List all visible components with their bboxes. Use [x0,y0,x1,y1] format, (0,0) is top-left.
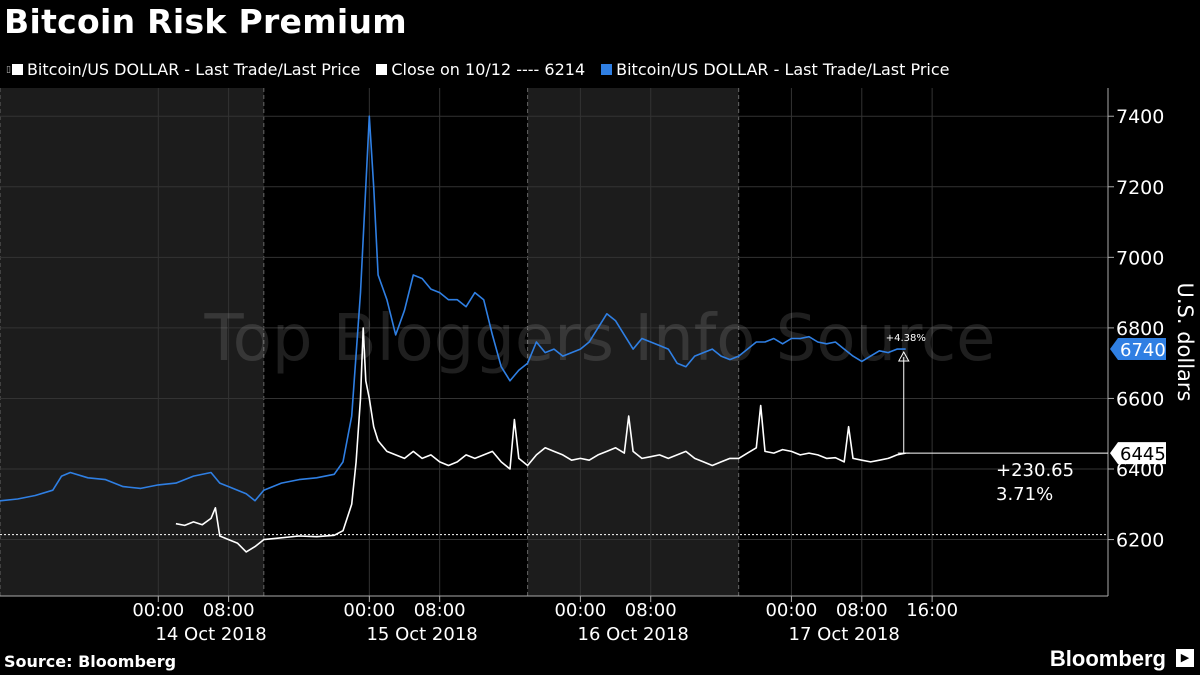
legend-item-close: Close on 10/12 ---- 6214 [376,60,585,79]
x-date-label: 17 Oct 2018 [789,624,900,645]
shaded-band [0,88,264,596]
white-price-line [175,327,906,553]
change-relative-label: 3.71% [996,484,1053,505]
x-tick-label: 00:00 [343,600,395,621]
x-tick-label: 00:00 [132,600,184,621]
legend-swatch [601,64,613,75]
legend-label: Bitcoin/US DOLLAR - Last Trade/Last Pric… [26,60,361,79]
legend-item-blue-price: Bitcoin/US DOLLAR - Last Trade/Last Pric… [601,60,950,79]
legend-swatch [376,64,388,75]
change-percent-label: +4.38% [886,333,926,344]
change-arrow-icon [897,351,910,362]
y-tick-label: 7400 [1116,106,1164,128]
x-tick-label: 08:00 [836,600,888,621]
x-date-label: 16 Oct 2018 [578,624,689,645]
x-tick-label: 00:00 [554,600,606,621]
y-tick-label: 7000 [1116,247,1164,269]
last-value-label-blue: 6740 [1120,340,1166,361]
legend-label: Close on 10/12 ---- 6214 [391,60,586,79]
chart-title: Bitcoin Risk Premium [4,2,407,41]
watermark-text: Top Bloggers Info Source [203,302,995,376]
y-tick-label: 6600 [1116,388,1164,410]
y-tick-label: 7200 [1116,177,1164,199]
x-tick-label: 08:00 [625,600,677,621]
x-tick-label: 08:00 [203,600,255,621]
x-tick-label: 00:00 [765,600,817,621]
y-tick-label: 6800 [1116,318,1164,340]
change-absolute-label: +230.65 [996,460,1074,481]
small-box-icon: ▯ [6,64,11,75]
x-tick-label: 16:00 [906,600,958,621]
last-value-tag-blue [1110,338,1166,361]
y-axis-label: U.S. dollars [1173,282,1197,401]
legend-label: Bitcoin/US DOLLAR - Last Trade/Last Pric… [616,60,950,79]
x-tick-label: 08:00 [414,600,466,621]
shaded-band [527,88,739,596]
app-icon: ▶ [1176,649,1194,667]
y-tick-label: 6400 [1116,459,1164,481]
blue-price-line [0,115,906,502]
y-tick-label: 6200 [1116,530,1164,552]
legend-item-white-price: ▯ Bitcoin/US DOLLAR - Last Trade/Last Pr… [6,60,360,79]
legend: ▯ Bitcoin/US DOLLAR - Last Trade/Last Pr… [6,60,966,79]
source-note: Source: Bloomberg [4,652,177,671]
last-value-tag-white [1110,442,1166,465]
last-value-label-white: 6445 [1120,444,1166,465]
brand-logo: Bloomberg [1049,646,1166,671]
x-date-label: 14 Oct 2018 [155,624,266,645]
legend-swatch [11,64,23,75]
x-date-label: 15 Oct 2018 [366,624,477,645]
